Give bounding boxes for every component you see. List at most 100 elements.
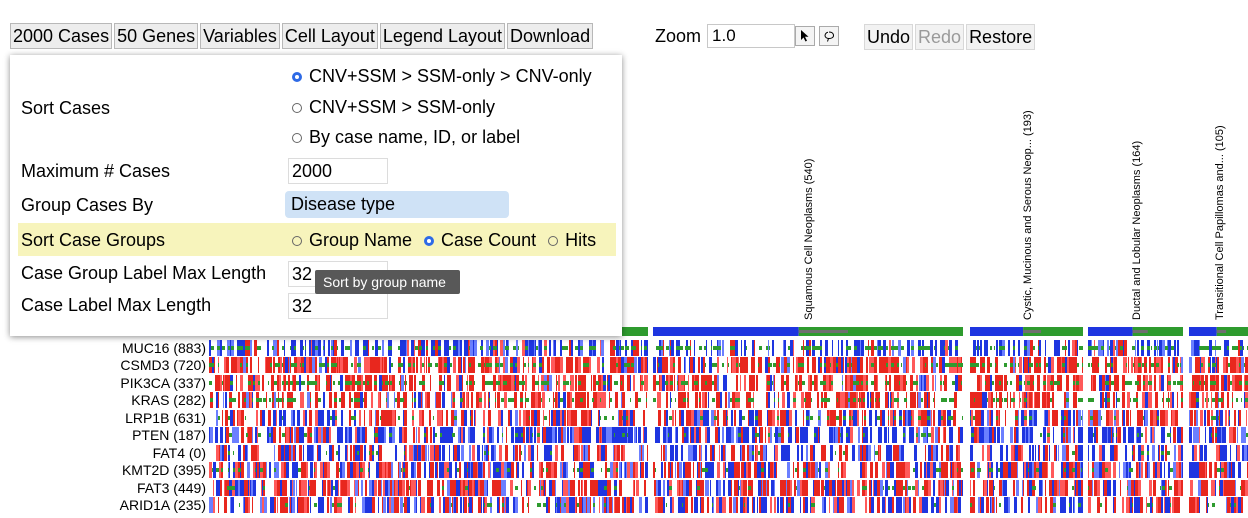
mutation-cell[interactable] <box>462 398 463 402</box>
mutation-cell[interactable] <box>244 480 247 496</box>
mutation-cell[interactable] <box>860 340 861 356</box>
mutation-cell[interactable] <box>1061 357 1062 373</box>
mutation-cell[interactable] <box>912 410 914 426</box>
mutation-cell[interactable] <box>916 433 918 437</box>
mutation-cell[interactable] <box>550 451 552 455</box>
mutation-cell[interactable] <box>761 468 764 472</box>
mutation-cell[interactable] <box>907 357 909 373</box>
mutation-cell[interactable] <box>865 486 867 490</box>
mutation-cell[interactable] <box>610 340 613 356</box>
mutation-cell[interactable] <box>301 462 303 478</box>
mutation-cell[interactable] <box>1069 462 1072 478</box>
mutation-cell[interactable] <box>342 462 345 478</box>
mutation-cell[interactable] <box>404 381 405 385</box>
mutation-cell[interactable] <box>516 375 519 391</box>
mutation-cell[interactable] <box>924 497 926 513</box>
mutation-cell[interactable] <box>909 427 911 443</box>
mutation-cell[interactable] <box>1111 445 1114 461</box>
mutation-cell[interactable] <box>1056 340 1058 356</box>
mutation-cell[interactable] <box>869 410 871 426</box>
mutation-cell[interactable] <box>392 427 395 443</box>
mutation-cell[interactable] <box>483 410 485 426</box>
mutation-cell[interactable] <box>1096 427 1097 443</box>
mutation-cell[interactable] <box>891 462 894 478</box>
mutation-cell[interactable] <box>760 445 763 461</box>
mutation-cell[interactable] <box>1194 462 1196 478</box>
mutation-cell[interactable] <box>768 462 770 478</box>
mutation-cell[interactable] <box>922 497 924 513</box>
redo-button[interactable]: Redo <box>915 24 965 50</box>
mutation-cell[interactable] <box>574 410 577 426</box>
mutation-cell[interactable] <box>737 462 738 478</box>
mutation-cell[interactable] <box>610 398 612 402</box>
mutation-cell[interactable] <box>405 445 406 461</box>
mutation-cell[interactable] <box>1098 340 1101 356</box>
mutation-cell[interactable] <box>774 445 775 461</box>
mutation-cell[interactable] <box>840 392 842 408</box>
mutation-cell[interactable] <box>622 416 623 420</box>
mutation-cell[interactable] <box>375 410 376 426</box>
mutation-cell[interactable] <box>874 480 877 496</box>
mutation-cell[interactable] <box>364 392 367 408</box>
mutation-cell[interactable] <box>958 375 961 391</box>
mutation-cell[interactable] <box>891 398 892 402</box>
mutation-cell[interactable] <box>1005 462 1008 478</box>
mutation-cell[interactable] <box>780 480 782 496</box>
cases-button[interactable]: 2000 Cases <box>10 23 113 49</box>
mutation-cell[interactable] <box>694 410 697 426</box>
mutation-cell[interactable] <box>394 392 395 408</box>
mutation-cell[interactable] <box>1243 427 1246 443</box>
mutation-cell[interactable] <box>250 480 251 496</box>
mutation-cell[interactable] <box>908 486 911 490</box>
mutation-cell[interactable] <box>497 392 500 408</box>
mutation-cell[interactable] <box>868 346 869 350</box>
mutation-cell[interactable] <box>1162 340 1165 356</box>
mutation-cell[interactable] <box>619 346 620 350</box>
mutation-cell[interactable] <box>809 346 811 350</box>
mutation-cell[interactable] <box>786 480 787 496</box>
mutation-cell[interactable] <box>1129 497 1130 513</box>
mutation-cell[interactable] <box>633 375 634 391</box>
mutation-cell[interactable] <box>232 398 235 402</box>
mutation-cell[interactable] <box>426 346 428 350</box>
mutation-cell[interactable] <box>243 497 244 513</box>
mutation-cell[interactable] <box>829 427 832 443</box>
mutation-cell[interactable] <box>1022 392 1024 408</box>
mutation-cell[interactable] <box>903 433 905 437</box>
mutation-cell[interactable] <box>644 427 647 443</box>
mutation-cell[interactable] <box>454 416 457 420</box>
mutation-cell[interactable] <box>571 340 573 356</box>
mutation-cell[interactable] <box>607 497 609 513</box>
mutation-cell[interactable] <box>543 468 544 472</box>
mutation-cell[interactable] <box>454 445 457 461</box>
mutation-cell[interactable] <box>349 410 351 426</box>
mutation-cell[interactable] <box>457 468 459 472</box>
mutation-cell[interactable] <box>738 462 740 478</box>
mutation-cell[interactable] <box>1097 427 1098 443</box>
mutation-cell[interactable] <box>1132 503 1133 507</box>
mutation-cell[interactable] <box>365 375 367 391</box>
mutation-cell[interactable] <box>728 462 730 478</box>
mutation-cell[interactable] <box>240 375 241 391</box>
mutation-cell[interactable] <box>1175 410 1178 426</box>
mutation-cell[interactable] <box>986 375 987 391</box>
mutation-cell[interactable] <box>492 427 494 443</box>
mutation-cell[interactable] <box>268 381 269 385</box>
mutation-cell[interactable] <box>634 480 635 496</box>
mutation-cell[interactable] <box>218 375 220 391</box>
mutation-cell[interactable] <box>1047 375 1050 391</box>
mutation-cell[interactable] <box>1038 445 1039 461</box>
mutation-cell[interactable] <box>789 427 792 443</box>
mutation-cell[interactable] <box>1245 357 1248 373</box>
mutation-cell[interactable] <box>227 340 228 356</box>
mutation-cell[interactable] <box>597 445 599 461</box>
mutation-cell[interactable] <box>435 462 437 478</box>
mutation-cell[interactable] <box>787 392 790 408</box>
mutation-cell[interactable] <box>1073 392 1075 408</box>
mutation-cell[interactable] <box>283 398 284 402</box>
mutation-cell[interactable] <box>715 346 717 350</box>
gene-label[interactable]: KRAS (282) <box>131 392 206 408</box>
mutation-cell[interactable] <box>804 398 805 402</box>
mutation-cell[interactable] <box>892 392 894 408</box>
mutation-cell[interactable] <box>260 410 262 426</box>
